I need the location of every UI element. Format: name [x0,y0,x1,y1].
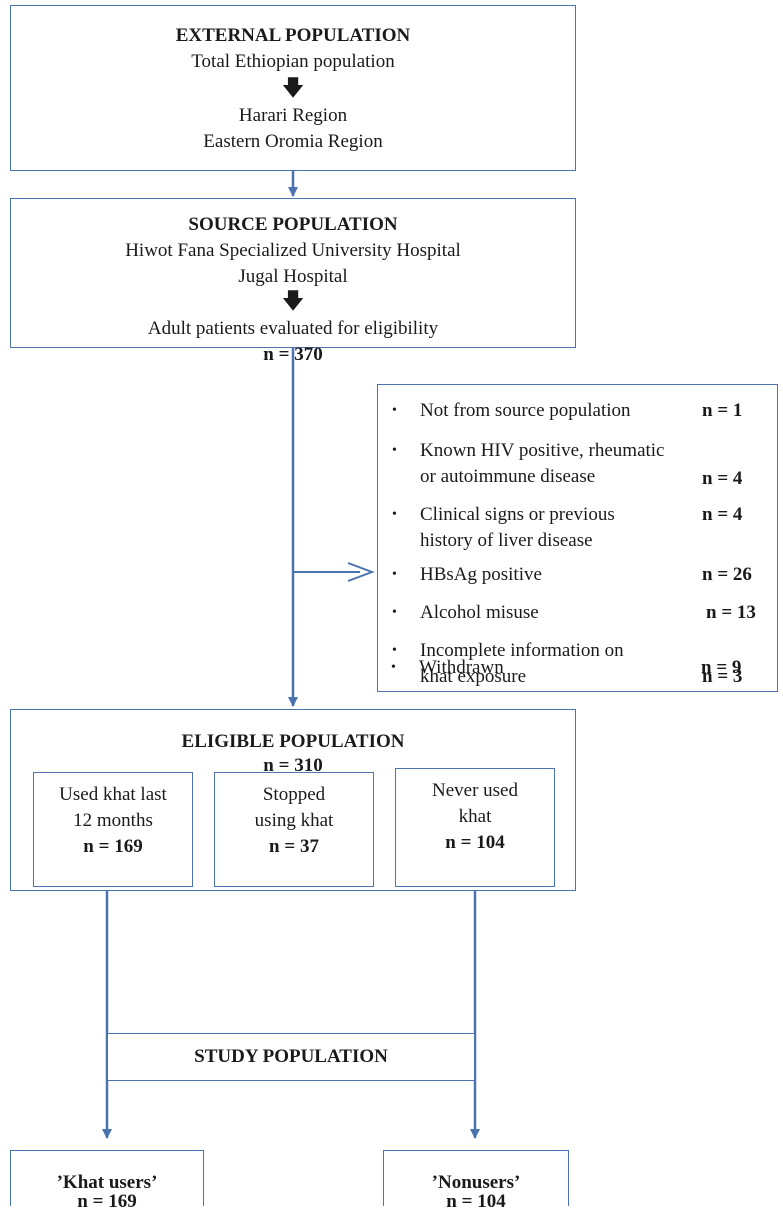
nonusers-label: ’Nonusers’ [431,1172,521,1193]
study-population-box: STUDY POPULATION [107,1033,475,1081]
exclusion-item: • Clinical signs or previous history of … [392,504,743,551]
bullet-icon: • [392,443,397,458]
external-line-1: Total Ethiopian population [191,51,395,72]
group-n: n = 104 [445,832,505,853]
exclusion-n: n = 26 [702,564,752,585]
external-title: EXTERNAL POPULATION [175,25,411,46]
exclusion-item: • Withdrawn n = 9 [391,657,742,678]
bullet-icon: • [392,403,397,418]
down-arrow-icon: 🡇 [281,288,305,313]
source-line-3: Adult patients evaluated for eligibility [147,318,439,339]
source-population-box: SOURCE POPULATION Hiwot Fana Specialized… [10,198,576,365]
exclusion-arrowhead [347,562,375,582]
group-n: n = 37 [269,836,319,857]
source-line-2: Jugal Hospital [238,266,348,287]
exclusion-item: • Known HIV positive, rheumatic or autoi… [392,440,743,489]
external-line-3: Eastern Oromia Region [203,131,383,152]
exclusion-item: • Not from source population n = 1 [392,400,743,421]
source-n: n = 370 [263,344,323,365]
bullet-icon: • [392,567,397,582]
nonusers-n: n = 104 [446,1191,506,1212]
khat-users-n: n = 169 [77,1191,137,1212]
group-box-used-khat: Used khat last 12 months n = 169 [33,772,193,887]
exclusion-n: n = 13 [706,602,756,623]
khat-users-label: ’Khat users’ [56,1172,158,1193]
bullet-icon: • [392,643,397,658]
group-n: n = 169 [83,836,143,857]
source-title: SOURCE POPULATION [188,214,398,235]
bullet-icon: • [392,507,397,522]
exclusion-item: • HBsAg positive n = 26 [392,564,752,585]
bullet-icon: • [391,660,396,675]
source-line-1: Hiwot Fana Specialized University Hospit… [125,240,461,261]
bullet-icon: • [392,605,397,620]
nonusers-box: ’Nonusers’ [383,1150,569,1206]
group-box-never-used: Never used khat n = 104 [395,768,555,887]
exclusion-n: n = 9 [701,657,742,678]
eligible-n: n = 310 [263,755,323,776]
exclusions-box: • Not from source population n = 1 • Kno… [377,384,778,692]
eligible-title: ELIGIBLE POPULATION [181,731,405,752]
study-title: STUDY POPULATION [194,1046,388,1067]
external-line-2: Harari Region [238,105,348,126]
exclusion-item: • Incomplete information on khat exposur… [392,640,743,687]
khat-users-box: ’Khat users’ [10,1150,204,1206]
exclusion-n: n = 4 [702,468,743,489]
down-arrow-icon: 🡇 [281,75,305,100]
exclusion-n: n = 4 [702,504,743,525]
exclusion-n: n = 1 [702,400,743,421]
exclusion-item: • Alcohol misuse n = 13 [392,602,756,623]
external-population-box: EXTERNAL POPULATION Total Ethiopian popu… [10,5,576,171]
group-box-stopped-khat: Stopped using khat n = 37 [214,772,374,887]
exclusion-n: n = 3 [702,666,743,687]
